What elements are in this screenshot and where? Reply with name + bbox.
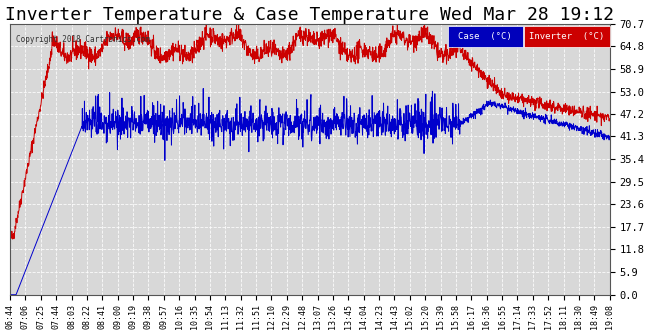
FancyBboxPatch shape (524, 26, 610, 47)
Inverter (°C) (200, 86, 207, 90)
Inverter (°C) (606, 136, 614, 140)
Case (°C) (233, 20, 240, 24)
Line: Case (°C): Case (°C) (10, 22, 610, 239)
Case (°C) (283, 58, 291, 62)
FancyBboxPatch shape (448, 26, 523, 47)
Case (°C) (589, 114, 597, 118)
Case (°C) (37, 103, 45, 107)
Case (°C) (606, 119, 614, 123)
Case (°C) (589, 112, 597, 116)
Inverter (°C) (298, 137, 306, 141)
Text: Copyright 2018 Cartronics.com: Copyright 2018 Cartronics.com (16, 35, 150, 44)
Text: Case  (°C): Case (°C) (458, 32, 512, 41)
Case (°C) (479, 78, 487, 82)
Title: Inverter Temperature & Case Temperature Wed Mar 28 19:12: Inverter Temperature & Case Temperature … (5, 6, 614, 23)
Case (°C) (6, 233, 14, 237)
Line: Inverter (°C): Inverter (°C) (10, 88, 610, 295)
Text: Inverter  (°C): Inverter (°C) (529, 32, 604, 41)
Inverter (°C) (588, 130, 596, 134)
Inverter (°C) (6, 293, 14, 297)
Inverter (°C) (37, 230, 45, 234)
Case (°C) (8, 237, 16, 241)
Inverter (°C) (282, 110, 290, 114)
Inverter (°C) (589, 132, 597, 136)
Case (°C) (298, 35, 306, 39)
Inverter (°C) (478, 106, 486, 110)
